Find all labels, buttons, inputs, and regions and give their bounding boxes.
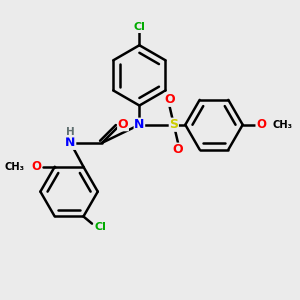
- Text: H: H: [66, 127, 74, 137]
- Text: CH₃: CH₃: [272, 120, 292, 130]
- Text: Cl: Cl: [94, 221, 106, 232]
- Text: S: S: [169, 118, 178, 131]
- Text: O: O: [118, 118, 128, 131]
- Text: Cl: Cl: [134, 22, 145, 32]
- Text: N: N: [65, 136, 76, 149]
- Text: O: O: [32, 160, 41, 173]
- Text: O: O: [164, 93, 175, 106]
- Text: O: O: [256, 118, 266, 131]
- Text: O: O: [173, 143, 183, 156]
- Text: CH₃: CH₃: [5, 162, 25, 172]
- Text: N: N: [134, 118, 145, 131]
